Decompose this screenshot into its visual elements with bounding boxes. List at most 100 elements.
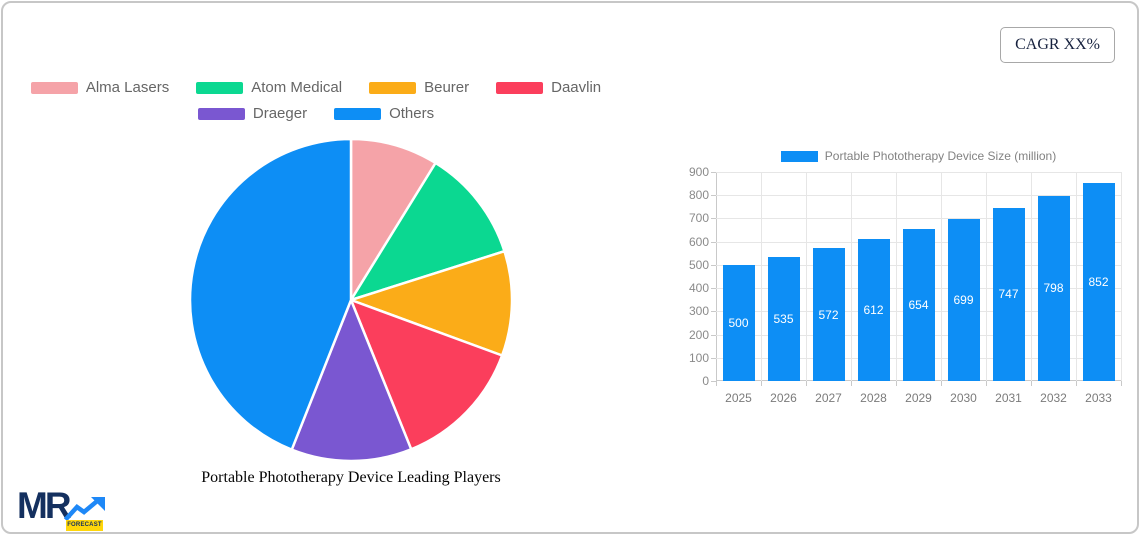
- x-tick-label-2031: 2031: [995, 391, 1022, 405]
- x-tick-label-2028: 2028: [860, 391, 887, 405]
- pie-slice-daavlin: [349, 298, 504, 451]
- bar-value-2026: 535: [773, 311, 794, 326]
- legend-label-atom-medical: Atom Medical: [251, 79, 343, 96]
- bar-value-2025: 500: [728, 315, 749, 330]
- gridline-y-900: [716, 172, 1121, 173]
- x-tick-label-2026: 2026: [770, 391, 797, 405]
- legend-swatch-beurer: [369, 81, 417, 94]
- pie-legend-row: Draeger Others: [41, 105, 591, 122]
- logo-text: MR: [17, 485, 72, 526]
- gridline-x-2: [806, 172, 807, 381]
- x-tick-mark-1: [761, 381, 762, 386]
- bar-legend-swatch: [780, 150, 818, 162]
- x-tick-label-2027: 2027: [815, 391, 842, 405]
- x-tick-label-2030: 2030: [950, 391, 977, 405]
- legend-swatch-atom-medical: [196, 81, 244, 94]
- x-tick-mark-2: [806, 381, 807, 386]
- bar-2025: 500: [722, 264, 755, 381]
- bar-value-2032: 798: [1043, 281, 1064, 296]
- legend-label-daavlin: Daavlin: [551, 79, 602, 96]
- y-tick-label-300: 300: [688, 304, 709, 319]
- bar-legend-label: Portable Phototherapy Device Size (milli…: [824, 149, 1057, 163]
- x-tick-label-2032: 2032: [1040, 391, 1067, 405]
- legend-swatch-alma-lasers: [30, 81, 78, 94]
- legend-item-draeger: Draeger: [197, 105, 308, 122]
- y-tick-mark-0: [711, 381, 716, 382]
- bar-2028: 612: [857, 238, 890, 381]
- pie-legend-row: Alma Lasers Atom Medical Beurer Daavlin: [30, 79, 601, 96]
- pie-chart: [188, 137, 514, 463]
- bar-2032: 798: [1037, 195, 1070, 381]
- pie-slice-others: [188, 137, 353, 451]
- bar-2033: 852: [1082, 183, 1115, 381]
- y-tick-label-900: 900: [688, 165, 709, 179]
- gridline-x-6: [986, 172, 987, 381]
- x-tick-mark-5: [941, 381, 942, 386]
- legend-item-atom-medical: Atom Medical: [196, 79, 342, 96]
- bar-chart: Portable Phototherapy Device Size (milli…: [663, 141, 1140, 421]
- y-tick-label-200: 200: [688, 327, 709, 342]
- y-tick-label-600: 600: [688, 234, 709, 249]
- bar-legend: Portable Phototherapy Device Size (milli…: [716, 149, 1121, 163]
- x-tick-mark-8: [1076, 381, 1077, 386]
- pie-chart-title: Portable Phototherapy Device Leading Pla…: [201, 469, 501, 486]
- legend-label-draeger: Draeger: [252, 105, 308, 122]
- bar-2030: 699: [947, 218, 980, 381]
- legend-item-daavlin: Daavlin: [496, 79, 601, 96]
- legend-label-beurer: Beurer: [424, 79, 470, 96]
- x-tick-label-2025: 2025: [725, 391, 752, 405]
- gridline-x-4: [896, 172, 897, 381]
- y-tick-mark-400: [711, 288, 716, 290]
- bar-2029: 654: [902, 229, 935, 381]
- y-tick-label-800: 800: [688, 188, 709, 203]
- y-tick-mark-200: [711, 334, 716, 336]
- x-tick-label-2029: 2029: [905, 391, 932, 405]
- gridline-y-700: [716, 218, 1121, 220]
- y-tick-mark-900: [711, 172, 716, 173]
- y-tick-mark-500: [711, 264, 716, 266]
- legend-swatch-others: [334, 107, 382, 120]
- pie-slice-atom-medical: [349, 161, 506, 302]
- y-axis-line: [716, 172, 717, 381]
- pie-slice-draeger: [290, 298, 413, 463]
- gridline-x-1: [761, 172, 762, 381]
- x-tick-mark-7: [1031, 381, 1032, 386]
- y-tick-label-0: 0: [702, 374, 709, 388]
- bar-value-2031: 747: [998, 287, 1019, 302]
- gridline-y-800: [716, 195, 1121, 197]
- bar-value-2033: 852: [1088, 275, 1109, 290]
- y-tick-label-100: 100: [688, 350, 709, 365]
- bar-2031: 747: [992, 207, 1025, 381]
- cagr-badge[interactable]: CAGR XX%: [1000, 27, 1115, 63]
- x-tick-mark-6: [986, 381, 987, 386]
- pie-slice-alma-lasers: [349, 137, 437, 302]
- trending-up-arrow-icon: [64, 497, 105, 521]
- bar-plot-area: 500 535 572 612 654 699 747 798 852: [716, 172, 1122, 381]
- pie-legend: Alma Lasers Atom Medical Beurer Daavlin Drae…: [30, 79, 601, 122]
- y-tick-mark-300: [711, 311, 716, 313]
- gridline-x-3: [851, 172, 852, 381]
- y-tick-mark-700: [711, 218, 716, 220]
- mr-forecast-logo: MR FORECAST: [17, 485, 117, 533]
- logo-forecast-badge: FORECAST: [66, 520, 103, 531]
- pie-slice-beurer: [349, 249, 514, 357]
- y-tick-mark-800: [711, 195, 716, 197]
- y-tick-mark-100: [711, 357, 716, 359]
- x-tick-mark-0: [716, 381, 717, 386]
- x-tick-mark-4: [896, 381, 897, 386]
- gridline-x-9: [1121, 172, 1122, 381]
- x-tick-label-2033: 2033: [1085, 391, 1112, 405]
- y-tick-label-400: 400: [688, 281, 709, 296]
- legend-item-beurer: Beurer: [369, 79, 469, 96]
- bar-value-2029: 654: [908, 298, 929, 313]
- legend-item-alma-lasers: Alma Lasers: [30, 79, 170, 96]
- bar-2026: 535: [767, 256, 800, 381]
- legend-label-alma-lasers: Alma Lasers: [85, 79, 170, 96]
- legend-swatch-draeger: [197, 107, 245, 120]
- legend-swatch-daavlin: [496, 81, 544, 94]
- y-tick-label-500: 500: [688, 257, 709, 272]
- gridline-x-5: [941, 172, 942, 381]
- y-tick-mark-600: [711, 241, 716, 243]
- gridline-x-8: [1076, 172, 1077, 381]
